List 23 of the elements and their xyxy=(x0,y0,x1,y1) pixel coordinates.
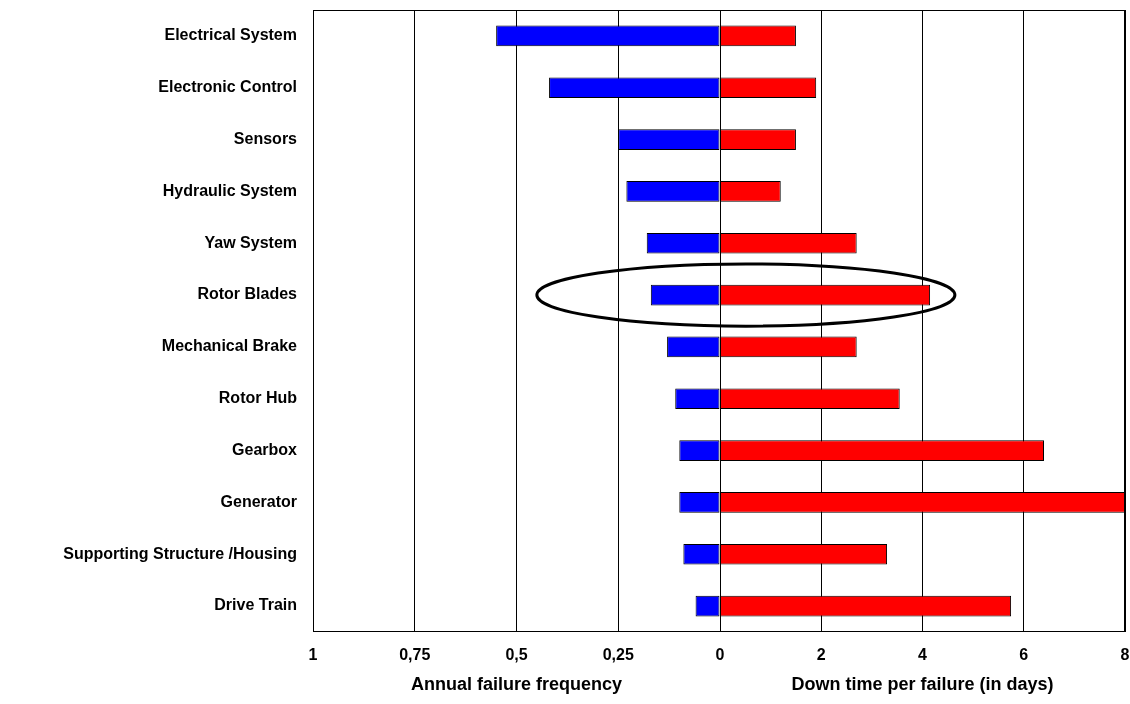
y-tick-label: Rotor Blades xyxy=(197,285,298,303)
x-tick-label: 0,5 xyxy=(505,646,528,664)
y-tick-label: Drive Train xyxy=(214,596,297,614)
x-tick-label: 6 xyxy=(1019,646,1029,664)
y-tick-label: Mechanical Brake xyxy=(161,337,298,355)
y-tick-label: Hydraulic System xyxy=(162,181,297,199)
y-tick-label: Electrical System xyxy=(164,26,297,44)
x-tick-label: 0,25 xyxy=(602,646,634,664)
y-tick-label: Gearbox xyxy=(232,440,298,458)
x-axis-title: Annual failure frequency xyxy=(410,674,623,695)
y-tick-label: Electronic Control xyxy=(158,78,297,96)
y-tick-label: Yaw System xyxy=(204,233,297,251)
x-tick-label: 0 xyxy=(715,646,725,664)
x-tick-label: 0,75 xyxy=(399,646,431,664)
y-tick-label: Generator xyxy=(220,492,297,510)
y-tick-label: Supporting Structure /Housing xyxy=(63,544,297,562)
x-axis-title: Down time per failure (in days) xyxy=(791,674,1054,695)
y-tick-label: Sensors xyxy=(233,129,298,147)
x-tick-label: 1 xyxy=(308,646,318,664)
x-tick-label: 2 xyxy=(816,646,826,664)
y-tick-label: Rotor Hub xyxy=(218,389,298,407)
x-tick-label: 4 xyxy=(918,646,928,664)
x-tick-label: 8 xyxy=(1120,646,1130,664)
